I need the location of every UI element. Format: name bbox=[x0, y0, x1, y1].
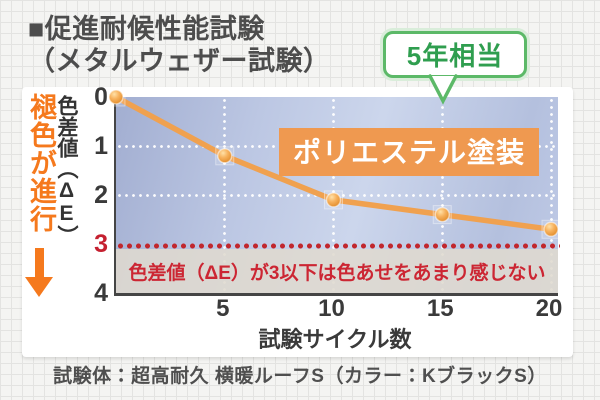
callout-tail-icon bbox=[428, 74, 458, 105]
x-tick-label: 10 bbox=[318, 295, 345, 322]
data-point bbox=[108, 89, 124, 105]
page-title: ■促進耐候性能試験 （メタルウェザー試験） bbox=[28, 13, 331, 77]
y-tick-label: 1 bbox=[94, 132, 108, 160]
threshold-dotted-line bbox=[114, 243, 560, 249]
x-axis-title: 試験サイクル数 bbox=[258, 327, 412, 352]
y-tick-label: 2 bbox=[94, 181, 108, 209]
fade-progress-label: 褪色が進行 bbox=[26, 93, 56, 233]
down-arrow-icon bbox=[35, 248, 44, 278]
title-line-1: ■促進耐候性能試験 bbox=[28, 14, 265, 44]
vertical-gridline bbox=[549, 97, 553, 293]
data-point bbox=[325, 192, 342, 208]
callout-label: 5年相当 bbox=[406, 41, 504, 71]
y-tick-label: 4 bbox=[94, 279, 108, 307]
y-tick-label: 3 bbox=[94, 230, 108, 258]
data-point bbox=[543, 221, 559, 238]
data-point bbox=[434, 206, 450, 223]
title-line-2: （メタルウェザー試験） bbox=[28, 46, 331, 76]
callout-bubble: 5年相当 bbox=[383, 31, 527, 78]
x-tick-label: 15 bbox=[426, 295, 454, 322]
plot-area: 色差値（ΔE）が3以下は色あせをあまり感じない ポリエステル塗装 bbox=[106, 87, 561, 296]
specimen-caption: 試験体：超高耐久 横暖ルーフS（カラー：KブラックS） bbox=[53, 366, 547, 387]
x-tick-label: 20 bbox=[535, 295, 563, 322]
chart-panel: 褪色が進行 色差値（ΔE） 試験サイクル数 色差値（ΔE）が3以下は色あせをあま… bbox=[22, 83, 573, 357]
y-tick-label: 0 bbox=[94, 83, 108, 111]
y-axis-title: 色差値（ΔE） bbox=[55, 95, 78, 246]
line-chart-icon bbox=[106, 87, 561, 239]
vertical-gridline bbox=[440, 97, 444, 293]
down-arrow-icon bbox=[25, 277, 53, 297]
series-label-box: ポリエステル塗装 bbox=[279, 128, 540, 176]
threshold-note-band: 色差値（ΔE）が3以下は色あせをあまり感じない bbox=[116, 249, 558, 293]
threshold-note-text: 色差値（ΔE）が3以下は色あせをあまり感じない bbox=[128, 262, 546, 284]
vertical-gridline bbox=[223, 97, 227, 293]
x-tick-label: 5 bbox=[216, 295, 230, 322]
data-point bbox=[217, 148, 233, 164]
